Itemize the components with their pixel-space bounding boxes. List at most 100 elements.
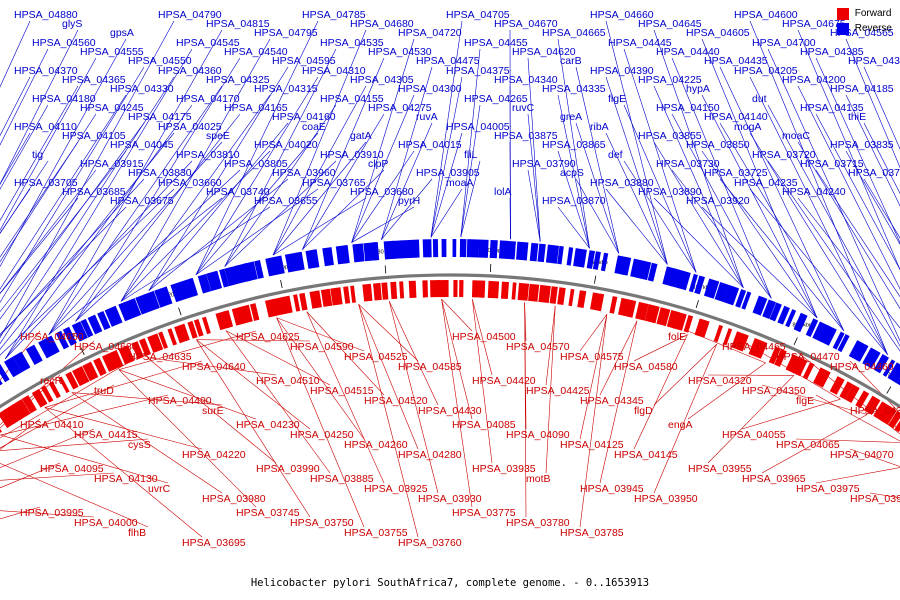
reverse-leader-line [557, 206, 590, 249]
reverse-gene-label: HPSA_04245 [80, 102, 144, 114]
reverse-leader-line [224, 104, 337, 267]
scale-tick-label: 880 kbp [374, 250, 394, 256]
reverse-leader-line [302, 113, 385, 250]
forward-gene-feature [320, 288, 333, 307]
reverse-leader-line [623, 104, 697, 273]
reverse-leader-line [797, 85, 900, 290]
reverse-gene-feature [342, 245, 349, 264]
reverse-leader-line [719, 66, 845, 332]
forward-gene-label: HPSA_04410 [20, 419, 84, 431]
reverse-gene-label: HPSA_04785 [302, 9, 366, 21]
forward-gene-label: HPSA_04490 [148, 395, 212, 407]
reverse-gene-label: HPSA_03870 [542, 195, 606, 207]
reverse-leader-line [224, 48, 337, 267]
reverse-gene-label: def [608, 149, 623, 161]
reverse-gene-feature [452, 239, 457, 258]
backbone-path [0, 273, 900, 409]
reverse-gene-label: HPSA_03865 [542, 139, 606, 151]
forward-gene-label: HPSA_03750 [290, 517, 354, 529]
forward-gene-label: HPSA_04345 [580, 395, 644, 407]
forward-gene-label: HPSA_04250 [290, 429, 354, 441]
reverse-gene-feature [422, 239, 432, 258]
reverse-gene-label: flgE [608, 93, 626, 105]
forward-gene-feature [656, 307, 671, 327]
reverse-gene-feature [639, 260, 652, 281]
reverse-gene-label: HPSA_04680 [350, 18, 414, 30]
forward-gene-label: HPSA_03925 [364, 483, 428, 495]
forward-gene-label: flgD [634, 405, 653, 417]
reverse-leader-line [0, 48, 49, 146]
forward-leader-line [276, 317, 365, 440]
forward-leader-line [196, 339, 311, 342]
forward-gene-feature [108, 349, 124, 370]
forward-leader-line [761, 414, 868, 474]
forward-leader-line [0, 438, 149, 451]
reverse-leader-line [863, 66, 900, 150]
forward-gene-feature [72, 366, 90, 387]
forward-gene-label: HPSA_04065 [776, 439, 840, 451]
reverse-leader-line [623, 48, 697, 273]
forward-leader-line [306, 311, 385, 484]
reverse-leader-line [75, 169, 241, 322]
forward-gene-feature [241, 304, 253, 323]
forward-gene-feature [791, 356, 808, 377]
reverse-leader-line [557, 38, 590, 249]
reverse-leader-line [224, 160, 337, 267]
reverse-leader-line [120, 94, 271, 302]
reverse-gene-label: HPSA_04605 [686, 27, 750, 39]
forward-leader-line [276, 317, 365, 352]
reverse-gene-label: HPSA_04165 [224, 102, 288, 114]
reverse-leader-line [0, 150, 127, 313]
reverse-gene-label: ruvA [416, 111, 438, 123]
reverse-gene-label: mogA [734, 121, 761, 133]
reverse-leader-line [653, 29, 744, 288]
forward-gene-feature [362, 283, 373, 302]
reverse-gene-feature [135, 294, 152, 315]
reverse-gene-feature [4, 356, 22, 378]
scale-tick [384, 265, 387, 274]
reverse-gene-feature [762, 299, 776, 319]
legend-reverse-label: Reverse [854, 23, 892, 34]
reverse-gene-feature [793, 312, 808, 333]
scale-tick [793, 337, 798, 345]
reverse-gene-label: HPSA_04310 [302, 65, 366, 77]
forward-gene-feature [873, 401, 893, 422]
reverse-leader-line [0, 206, 127, 335]
forward-gene-label: HPSA_04625 [236, 331, 300, 343]
forward-leader-line [0, 330, 41, 381]
forward-leader-line [524, 302, 527, 518]
reverse-leader-line [0, 85, 79, 222]
reverse-leader-line [351, 94, 415, 243]
reverse-leader-line [381, 66, 433, 240]
reverse-gene-label: moaA [446, 177, 473, 189]
forward-leader-line [196, 339, 311, 518]
reverse-gene-label: HPSA_04140 [704, 111, 768, 123]
reverse-gene-feature [516, 241, 529, 261]
forward-gene-feature [517, 282, 530, 301]
reverse-gene-feature [735, 289, 747, 308]
reverse-gene-label: HPSA_04360 [158, 65, 222, 77]
reverse-leader-line [381, 178, 433, 240]
forward-gene-label: HPSA_03985 [850, 493, 900, 505]
reverse-gene-label: thiE [848, 111, 866, 123]
reverse-gene-label: HPSA_03960 [272, 167, 336, 179]
forward-gene-feature [894, 420, 900, 433]
forward-gene-feature [453, 280, 458, 298]
forward-gene-feature [422, 280, 428, 298]
reverse-gene-label: HPSA_04175 [128, 111, 192, 123]
reverse-gene-label: HPSA_04275 [368, 102, 432, 114]
forward-gene-label: HPSA_04130 [94, 473, 158, 485]
forward-gene-feature [635, 301, 649, 321]
reverse-gene-label: HPSA_03660 [158, 177, 222, 189]
forward-leader-line [44, 407, 203, 450]
reverse-leader-line [148, 178, 289, 291]
forward-gene-feature [309, 290, 322, 309]
map-caption: Helicobacter pylori SouthAfrica7, comple… [250, 577, 650, 589]
forward-gene-label: HPSA_04460 [830, 361, 894, 373]
forward-gene-feature [293, 294, 301, 312]
forward-gene-feature [101, 353, 116, 372]
forward-leader-line [118, 369, 257, 420]
reverse-gene-label: hypA [686, 83, 710, 95]
reverse-gene-feature [159, 286, 173, 306]
